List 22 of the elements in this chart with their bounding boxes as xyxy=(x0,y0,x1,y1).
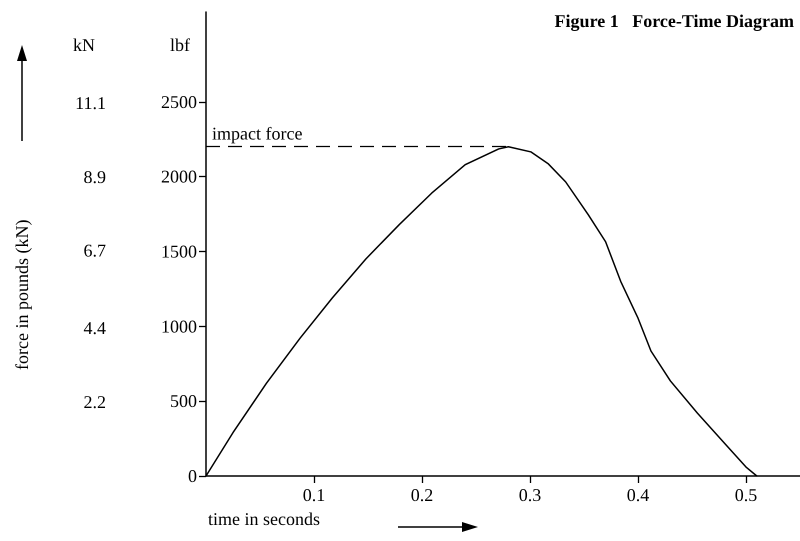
y2-tick-label: 6.7 xyxy=(84,240,106,261)
y2-tick-label: 2.2 xyxy=(84,392,106,412)
y-tick-label: 2500 xyxy=(161,92,197,112)
y-tick-label: 2000 xyxy=(161,166,197,187)
y-tick-label: 0 xyxy=(188,466,197,486)
x-tick-label: 0.2 xyxy=(410,485,434,505)
y-tick-label: 500 xyxy=(170,391,197,412)
chart-title: Figure 1 Force-Time Diagram xyxy=(554,11,794,31)
x-axis-title: time in seconds xyxy=(208,509,320,529)
y2-axis-title: force in pounds (kN) xyxy=(12,220,32,370)
x-tick-label: 0.3 xyxy=(518,485,542,505)
text: kN xyxy=(73,35,95,55)
y2-tick-label: 4.4 xyxy=(84,318,106,338)
x-tick-label: 0.1 xyxy=(302,485,326,505)
y2-tick-label: 8.9 xyxy=(84,166,106,187)
y-tick-label: 1000 xyxy=(161,316,197,336)
annotation: impact force xyxy=(212,124,302,144)
y2-tick-label: 11.1 xyxy=(75,92,106,113)
x-tick-label: 0.4 xyxy=(626,485,650,505)
y-tick-label: 1500 xyxy=(161,241,197,262)
x-tick-label: 0.5 xyxy=(734,485,758,505)
text: lbf xyxy=(170,35,190,55)
